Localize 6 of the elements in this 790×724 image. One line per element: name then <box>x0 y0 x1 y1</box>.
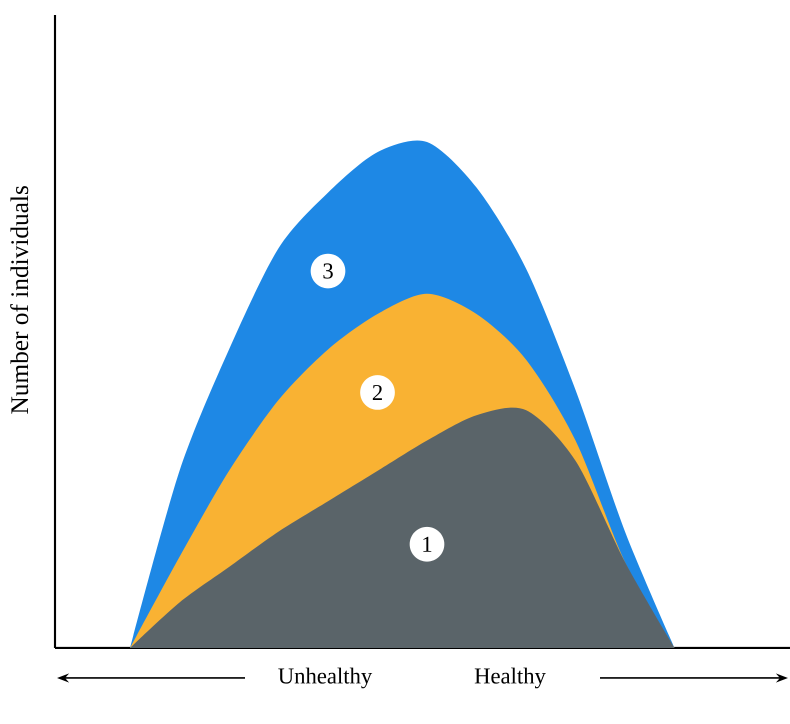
text: Healthy <box>474 668 546 688</box>
series-label: 3 <box>323 263 333 279</box>
y-axis-title: Number of individuals <box>10 186 28 414</box>
series-label: 1 <box>423 536 432 552</box>
text: Unhealthy <box>278 668 372 688</box>
series-label: 2 <box>372 384 382 400</box>
